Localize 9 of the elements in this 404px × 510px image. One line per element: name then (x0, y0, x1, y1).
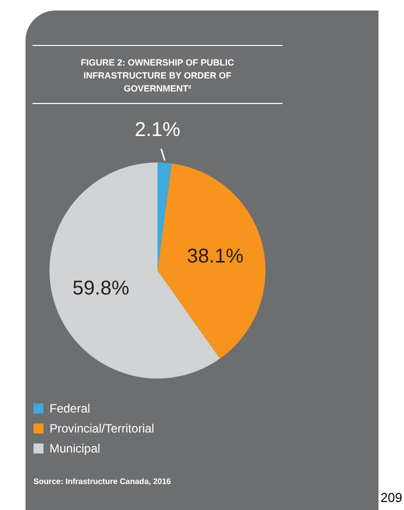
legend-label: Provincial/Territorial (50, 422, 154, 436)
data-label: 2.1% (134, 119, 181, 142)
legend-label: Federal (50, 402, 90, 416)
data-label: 59.8% (72, 278, 130, 300)
data-label: 38.1% (186, 245, 244, 268)
source-note: Source: Infrastructure Canada, 2016 (34, 477, 172, 486)
text: 209 (380, 490, 402, 505)
legend-label: Municipal (50, 442, 100, 456)
chart-title: FIGURE 2: OWNERSHIP OF PUBLIC INFRASTRUCTURE BY ORDER OF GOVERNMENT² (80, 58, 235, 94)
